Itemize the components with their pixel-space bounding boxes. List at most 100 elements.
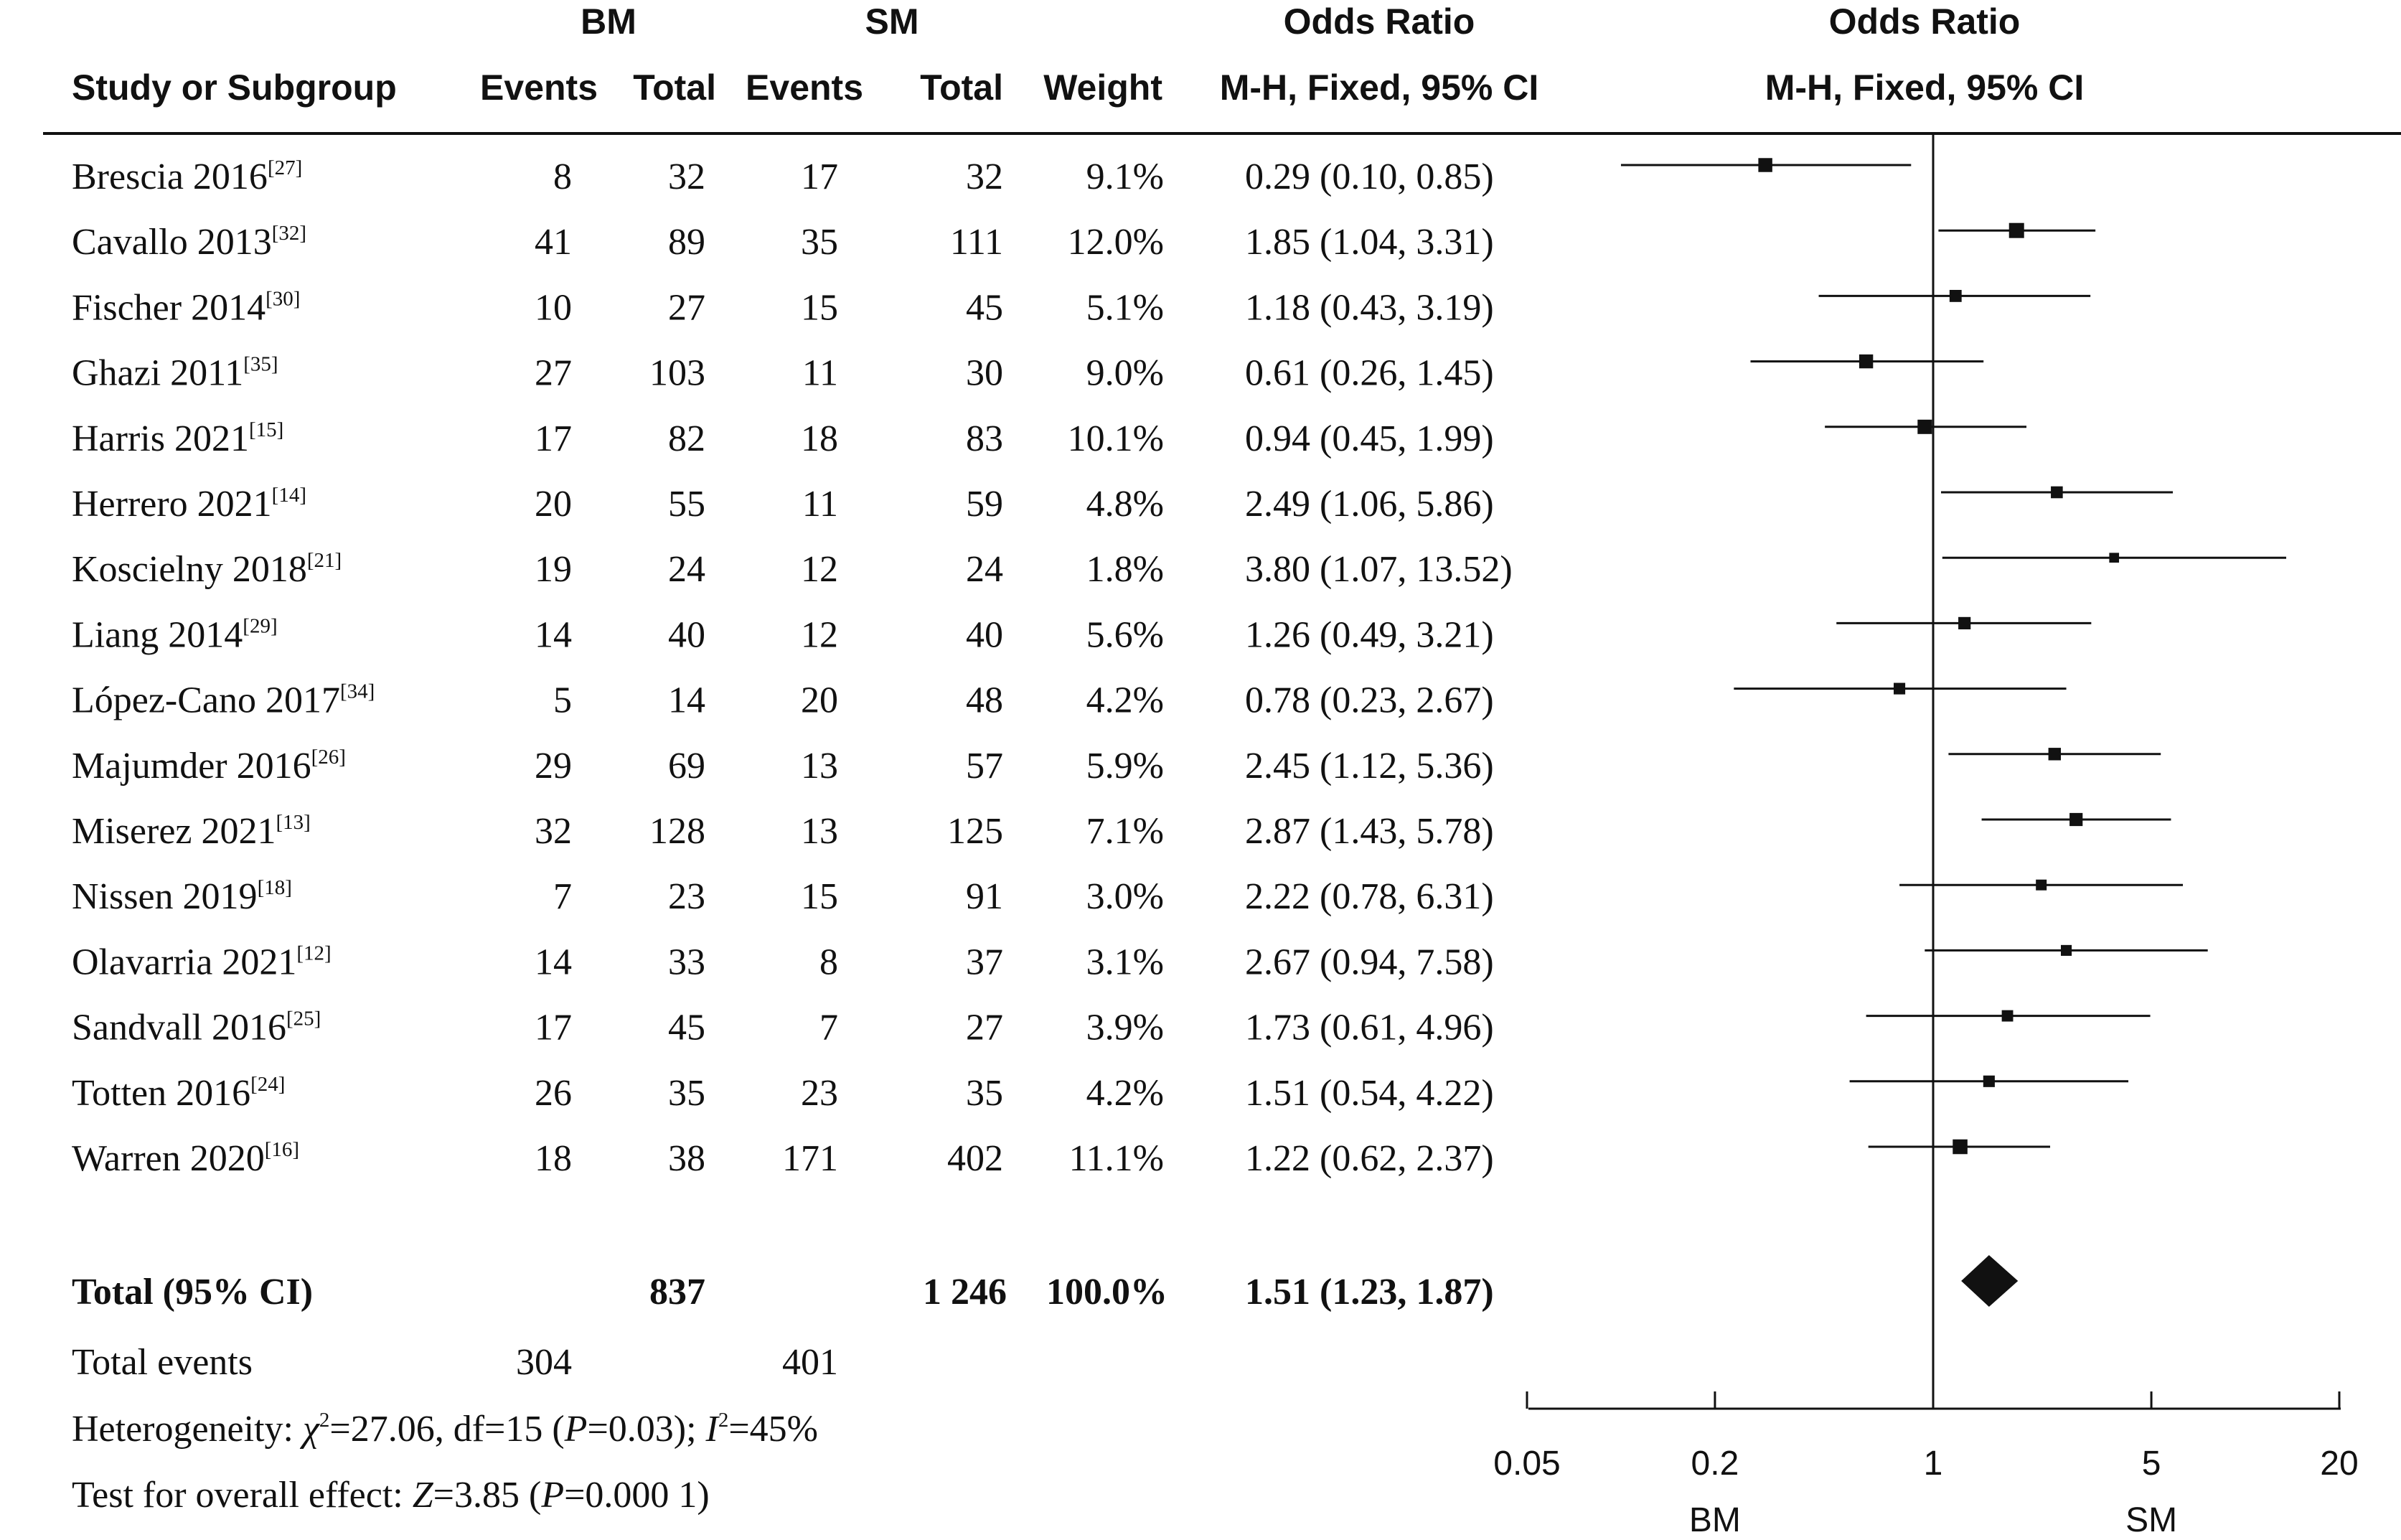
total1-header: Total <box>633 67 716 108</box>
sm-events: 15 <box>801 876 838 917</box>
weight: 4.2% <box>1086 1073 1164 1114</box>
sm-total: 45 <box>966 287 1003 328</box>
weight: 3.0% <box>1086 876 1164 917</box>
point-estimate <box>1859 354 1874 369</box>
group2-header: SM <box>865 1 919 42</box>
or-text: 0.94 (0.45, 1.99) <box>1245 418 1494 459</box>
or-text: 2.67 (0.94, 7.58) <box>1245 942 1494 982</box>
study-name: Koscielny 2018[21] <box>72 549 342 590</box>
or-text: 1.51 (0.54, 4.22) <box>1245 1073 1494 1114</box>
favours-left-label: BM <box>1689 1501 1741 1539</box>
table-row: Majumder 2016[26] 29 69 13 57 5.9% 2.45 (1.12,… <box>72 746 1494 787</box>
sm-events: 11 <box>802 353 838 394</box>
total-events-sm: 401 <box>782 1342 838 1383</box>
sm-events: 12 <box>801 614 838 655</box>
bm-total: 128 <box>649 811 705 852</box>
total-n2: 1 246 <box>923 1272 1007 1313</box>
sm-total: 32 <box>966 156 1003 197</box>
tick-label: 0.2 <box>1691 1445 1739 1483</box>
or-title-left: Odds Ratio <box>1284 1 1475 42</box>
bm-events: 26 <box>535 1073 572 1114</box>
study-rows: Brescia 2016[27] 8 32 17 32 9.1% 0.29 (0.10, 0… <box>72 156 1513 1179</box>
sm-events: 18 <box>801 418 838 459</box>
or-text: 0.78 (0.23, 2.67) <box>1245 680 1494 721</box>
bm-total: 32 <box>668 156 705 197</box>
or-text: 1.22 (0.62, 2.37) <box>1245 1138 1494 1179</box>
bm-events: 17 <box>535 1008 572 1048</box>
weight: 4.2% <box>1086 680 1164 721</box>
point-estimate <box>2109 553 2120 563</box>
heterogeneity-line: Heterogeneity: χ2=27.06, df=15 (P=0.03);… <box>72 1409 818 1450</box>
bm-events: 41 <box>535 222 572 263</box>
bm-events: 18 <box>535 1138 572 1179</box>
table-row: Ghazi 2011[35] 27 103 11 30 9.0% 0.61 (0.26, 1… <box>72 353 1494 394</box>
or-text: 1.73 (0.61, 4.96) <box>1245 1008 1494 1048</box>
point-estimate <box>1953 1139 1968 1155</box>
favours-right-label: SM <box>2125 1501 2177 1539</box>
point-estimate <box>1983 1075 1995 1087</box>
plot-panel: 0.05 0.2 1 5 20 BM SM <box>1493 133 2359 1539</box>
overall-effect-line: Test for overall effect: Z=3.85 (P=0.000… <box>72 1475 710 1516</box>
table-row: Nissen 2019[18] 7 23 15 91 3.0% 2.22 (0.78, 6.… <box>72 876 1494 917</box>
sm-total: 402 <box>947 1138 1003 1179</box>
method-right-header: M-H, Fixed, 95% CI <box>1765 67 2085 108</box>
bm-total: 23 <box>668 876 705 917</box>
sm-total: 59 <box>966 484 1003 525</box>
ci-marks <box>1620 158 2287 1155</box>
sm-events: 35 <box>801 222 838 263</box>
table-row: Harris 2021[15] 17 82 18 83 10.1% 0.94 (0.45, … <box>72 418 1494 459</box>
bm-total: 40 <box>668 614 705 655</box>
sm-events: 23 <box>801 1073 838 1114</box>
weight: 11.1% <box>1069 1138 1164 1179</box>
point-estimate <box>2036 879 2047 891</box>
weight: 9.0% <box>1086 353 1164 394</box>
study-name: Olavarria 2021[12] <box>72 942 332 982</box>
bm-total: 82 <box>668 418 705 459</box>
study-name: Liang 2014[29] <box>72 614 278 655</box>
point-estimate <box>2048 748 2062 761</box>
study-name: Ghazi 2011[35] <box>72 353 278 394</box>
study-name: Brescia 2016[27] <box>72 156 302 197</box>
sm-events: 13 <box>801 746 838 787</box>
group1-header: BM <box>581 1 636 42</box>
bm-events: 10 <box>535 287 572 328</box>
point-estimate <box>1894 682 1906 695</box>
bm-total: 14 <box>668 680 705 721</box>
bm-total: 89 <box>668 222 705 263</box>
bm-total: 27 <box>668 287 705 328</box>
or-text: 2.87 (1.43, 5.78) <box>1245 811 1494 852</box>
or-text: 0.61 (0.26, 1.45) <box>1245 353 1494 394</box>
total-weight: 100.0% <box>1046 1272 1167 1313</box>
bm-events: 14 <box>535 942 572 982</box>
weight: 12.0% <box>1068 222 1164 263</box>
or-text: 1.26 (0.49, 3.21) <box>1245 614 1494 655</box>
total-row: Total (95% CI) 837 1 246 100.0% 1.51 (1.… <box>72 1272 1494 1313</box>
bm-events: 7 <box>553 876 572 917</box>
point-estimate <box>2051 486 2063 499</box>
sm-total: 48 <box>966 680 1003 721</box>
tick-label: 1 <box>1924 1445 1943 1483</box>
axis-ticks: 0.05 0.2 1 5 20 <box>1493 1391 2359 1483</box>
table-row: Liang 2014[29] 14 40 12 40 5.6% 1.26 (0.49, 3.… <box>72 614 1494 655</box>
bm-events: 5 <box>553 680 572 721</box>
sm-total: 37 <box>966 942 1003 982</box>
weight: 7.1% <box>1086 811 1164 852</box>
weight: 5.9% <box>1086 746 1164 787</box>
sm-total: 27 <box>966 1008 1003 1048</box>
sm-events: 20 <box>801 680 838 721</box>
or-text: 2.49 (1.06, 5.86) <box>1245 484 1494 525</box>
bm-events: 14 <box>535 614 572 655</box>
point-estimate <box>2001 1010 2014 1022</box>
total-n1: 837 <box>649 1272 705 1313</box>
table-row: Cavallo 2013[32] 41 89 35 111 12.0% 1.85 (1.04… <box>72 222 1494 263</box>
table-row: Totten 2016[24] 26 35 23 35 4.2% 1.51 (0.54, 4… <box>72 1073 1494 1114</box>
sm-total: 30 <box>966 353 1003 394</box>
weight-header: Weight <box>1043 67 1162 108</box>
total2-header: Total <box>920 67 1003 108</box>
bm-events: 27 <box>535 353 572 394</box>
events2-header: Events <box>746 67 863 108</box>
point-estimate <box>1917 419 1932 434</box>
total-events-bm: 304 <box>516 1342 572 1383</box>
study-name: Majumder 2016[26] <box>72 746 346 787</box>
